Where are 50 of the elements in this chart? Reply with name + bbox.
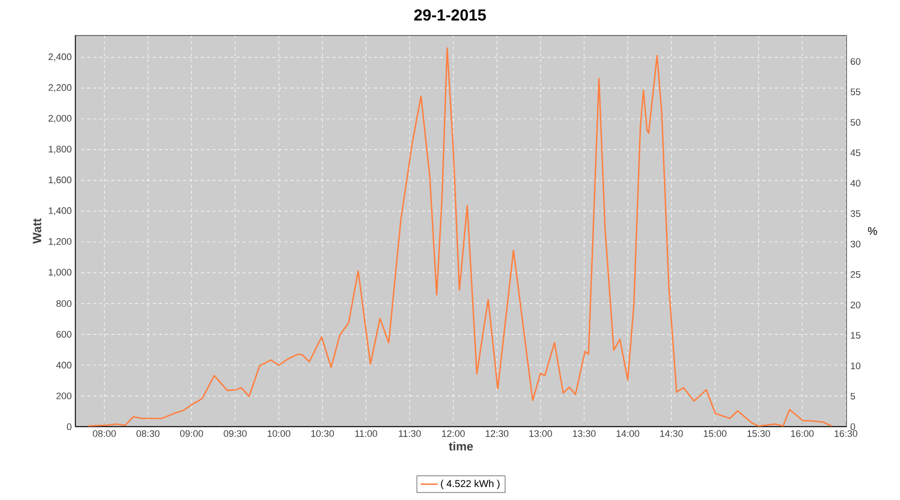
y2-tick-label: 35 bbox=[850, 210, 860, 217]
y2-tick-label: 10 bbox=[850, 362, 860, 370]
y-tick-label: 2,400 bbox=[48, 53, 72, 62]
x-tick-label: 13:30 bbox=[573, 430, 596, 437]
x-tick-label: 10:00 bbox=[268, 430, 290, 437]
y2-tick-label: 60 bbox=[850, 58, 860, 65]
x-tick-label: 14:30 bbox=[660, 430, 683, 437]
x-tick-label: 08:00 bbox=[92, 430, 116, 437]
x-tick-label: 13:00 bbox=[529, 430, 552, 437]
y2-tick-label: 40 bbox=[850, 180, 860, 187]
y-tick-label: 1,800 bbox=[48, 146, 72, 154]
y2-tick-label: 25 bbox=[850, 271, 860, 278]
x-tick-label: 16:00 bbox=[791, 430, 814, 437]
y-tick-label: 1,000 bbox=[48, 268, 72, 277]
y2-tick-label: 20 bbox=[850, 302, 860, 308]
x-tick-label: 10:30 bbox=[311, 430, 334, 437]
y-tick-label: 1,200 bbox=[48, 238, 72, 246]
x-tick-label: 12:30 bbox=[486, 430, 508, 437]
y2-tick-label: 15 bbox=[850, 332, 860, 339]
y-tick-label: 200 bbox=[56, 392, 72, 400]
y-tick-label: 0 bbox=[66, 423, 72, 430]
y2-tick-label: 50 bbox=[850, 118, 860, 126]
x-tick-label: 16:30 bbox=[834, 430, 858, 437]
x-tick-label: 11:30 bbox=[398, 430, 421, 437]
y-tick-label: 800 bbox=[56, 300, 72, 307]
y-tick-label: 1,400 bbox=[48, 207, 72, 216]
y2-tick-label: 45 bbox=[850, 149, 860, 156]
y2-tick-label: 0 bbox=[850, 423, 856, 430]
x-tick-label: 09:30 bbox=[224, 430, 247, 437]
x-tick-label: 12:00 bbox=[442, 430, 465, 437]
y-tick-label: 2,200 bbox=[48, 84, 72, 92]
y-tick-label: 600 bbox=[56, 331, 72, 338]
y-tick-label: 400 bbox=[56, 362, 72, 368]
line-series bbox=[88, 47, 833, 427]
y2-tick-label: 5 bbox=[850, 392, 856, 400]
y-tick-label: 2,000 bbox=[48, 114, 72, 123]
y-tick-label: 1,600 bbox=[48, 176, 72, 184]
y2-tick-label: 30 bbox=[850, 240, 860, 248]
x-tick-label: 09:00 bbox=[180, 430, 204, 437]
legend-label: ( 4.522 kWh ) bbox=[440, 480, 500, 490]
x-tick-label: 14:00 bbox=[616, 430, 640, 437]
x-tick-label: 11:00 bbox=[355, 430, 378, 437]
y-axis-title: Watt bbox=[32, 218, 42, 244]
y2-axis-title: % bbox=[868, 227, 877, 235]
chart-title: 29-1-2015 bbox=[414, 9, 486, 21]
x-tick-label: 15:00 bbox=[704, 430, 726, 437]
y2-tick-label: 55 bbox=[850, 88, 860, 96]
x-tick-label: 08:30 bbox=[136, 430, 160, 437]
x-tick-label: 15:30 bbox=[747, 430, 770, 437]
x-axis-title: time bbox=[448, 442, 473, 451]
